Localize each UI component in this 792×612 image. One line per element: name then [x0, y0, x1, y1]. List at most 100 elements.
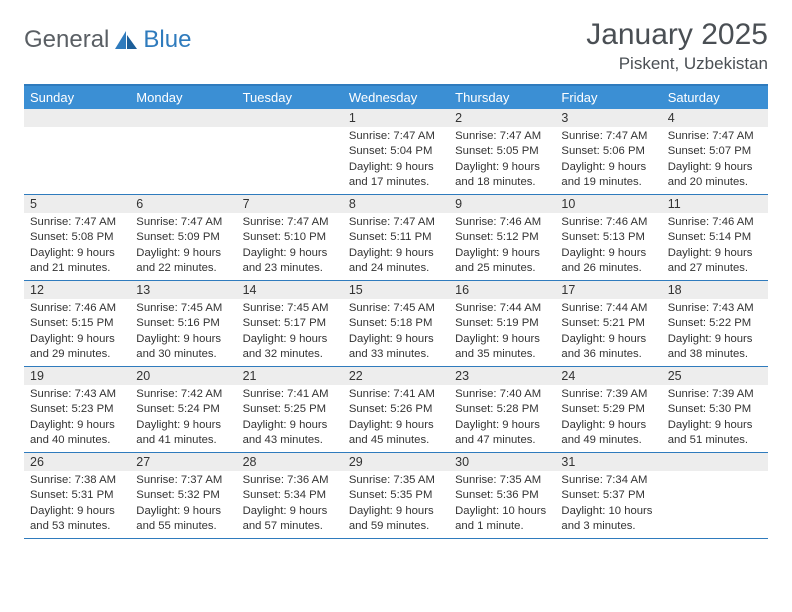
- day-info: Sunrise: 7:47 AMSunset: 5:06 PMDaylight:…: [555, 127, 661, 194]
- day-cell: 19Sunrise: 7:43 AMSunset: 5:23 PMDayligh…: [24, 367, 130, 452]
- weekday-sun: Sunday: [24, 86, 130, 109]
- day-info: Sunrise: 7:47 AMSunset: 5:07 PMDaylight:…: [662, 127, 768, 194]
- day-cell: 8Sunrise: 7:47 AMSunset: 5:11 PMDaylight…: [343, 195, 449, 280]
- title-block: January 2025 Piskent, Uzbekistan: [586, 18, 768, 74]
- day-info: Sunrise: 7:37 AMSunset: 5:32 PMDaylight:…: [130, 471, 236, 538]
- day-number: 30: [449, 453, 555, 471]
- day-cell: 24Sunrise: 7:39 AMSunset: 5:29 PMDayligh…: [555, 367, 661, 452]
- day-number: 20: [130, 367, 236, 385]
- day-info: Sunrise: 7:47 AMSunset: 5:04 PMDaylight:…: [343, 127, 449, 194]
- day-info: Sunrise: 7:35 AMSunset: 5:36 PMDaylight:…: [449, 471, 555, 538]
- day-cell: [130, 109, 236, 194]
- day-info: Sunrise: 7:40 AMSunset: 5:28 PMDaylight:…: [449, 385, 555, 452]
- weekday-fri: Friday: [555, 86, 661, 109]
- week-row: 19Sunrise: 7:43 AMSunset: 5:23 PMDayligh…: [24, 367, 768, 453]
- day-cell: 18Sunrise: 7:43 AMSunset: 5:22 PMDayligh…: [662, 281, 768, 366]
- sail-icon: [113, 29, 139, 51]
- day-number: 8: [343, 195, 449, 213]
- header: General Blue January 2025 Piskent, Uzbek…: [24, 18, 768, 74]
- day-number: 4: [662, 109, 768, 127]
- day-number: 10: [555, 195, 661, 213]
- day-cell: 30Sunrise: 7:35 AMSunset: 5:36 PMDayligh…: [449, 453, 555, 538]
- day-info: Sunrise: 7:41 AMSunset: 5:25 PMDaylight:…: [237, 385, 343, 452]
- day-number: 23: [449, 367, 555, 385]
- day-number: [237, 109, 343, 127]
- day-cell: 1Sunrise: 7:47 AMSunset: 5:04 PMDaylight…: [343, 109, 449, 194]
- day-cell: 2Sunrise: 7:47 AMSunset: 5:05 PMDaylight…: [449, 109, 555, 194]
- day-cell: 9Sunrise: 7:46 AMSunset: 5:12 PMDaylight…: [449, 195, 555, 280]
- day-number: 25: [662, 367, 768, 385]
- location-label: Piskent, Uzbekistan: [586, 54, 768, 74]
- day-number: [662, 453, 768, 471]
- day-number: 12: [24, 281, 130, 299]
- day-number: 29: [343, 453, 449, 471]
- day-cell: 13Sunrise: 7:45 AMSunset: 5:16 PMDayligh…: [130, 281, 236, 366]
- day-info: Sunrise: 7:39 AMSunset: 5:29 PMDaylight:…: [555, 385, 661, 452]
- day-info: Sunrise: 7:45 AMSunset: 5:17 PMDaylight:…: [237, 299, 343, 366]
- day-cell: 16Sunrise: 7:44 AMSunset: 5:19 PMDayligh…: [449, 281, 555, 366]
- day-cell: 12Sunrise: 7:46 AMSunset: 5:15 PMDayligh…: [24, 281, 130, 366]
- month-title: January 2025: [586, 18, 768, 52]
- day-number: 26: [24, 453, 130, 471]
- day-info: Sunrise: 7:39 AMSunset: 5:30 PMDaylight:…: [662, 385, 768, 452]
- day-number: 28: [237, 453, 343, 471]
- weekday-sat: Saturday: [662, 86, 768, 109]
- day-cell: 26Sunrise: 7:38 AMSunset: 5:31 PMDayligh…: [24, 453, 130, 538]
- day-number: 22: [343, 367, 449, 385]
- day-info: Sunrise: 7:46 AMSunset: 5:14 PMDaylight:…: [662, 213, 768, 280]
- day-cell: 20Sunrise: 7:42 AMSunset: 5:24 PMDayligh…: [130, 367, 236, 452]
- day-number: 6: [130, 195, 236, 213]
- day-number: 27: [130, 453, 236, 471]
- day-number: 11: [662, 195, 768, 213]
- day-cell: 14Sunrise: 7:45 AMSunset: 5:17 PMDayligh…: [237, 281, 343, 366]
- day-info: Sunrise: 7:47 AMSunset: 5:05 PMDaylight:…: [449, 127, 555, 194]
- day-number: 19: [24, 367, 130, 385]
- day-info: Sunrise: 7:47 AMSunset: 5:11 PMDaylight:…: [343, 213, 449, 280]
- weekday-mon: Monday: [130, 86, 236, 109]
- week-row: 5Sunrise: 7:47 AMSunset: 5:08 PMDaylight…: [24, 195, 768, 281]
- day-info: Sunrise: 7:47 AMSunset: 5:08 PMDaylight:…: [24, 213, 130, 280]
- day-cell: 31Sunrise: 7:34 AMSunset: 5:37 PMDayligh…: [555, 453, 661, 538]
- weekday-header: Sunday Monday Tuesday Wednesday Thursday…: [24, 86, 768, 109]
- day-number: 21: [237, 367, 343, 385]
- day-info: Sunrise: 7:41 AMSunset: 5:26 PMDaylight:…: [343, 385, 449, 452]
- brand-part1: General: [24, 26, 109, 54]
- day-cell: [24, 109, 130, 194]
- day-cell: 29Sunrise: 7:35 AMSunset: 5:35 PMDayligh…: [343, 453, 449, 538]
- day-info: Sunrise: 7:36 AMSunset: 5:34 PMDaylight:…: [237, 471, 343, 538]
- day-cell: 4Sunrise: 7:47 AMSunset: 5:07 PMDaylight…: [662, 109, 768, 194]
- calendar-table: Sunday Monday Tuesday Wednesday Thursday…: [24, 84, 768, 539]
- day-cell: 15Sunrise: 7:45 AMSunset: 5:18 PMDayligh…: [343, 281, 449, 366]
- calendar-page: General Blue January 2025 Piskent, Uzbek…: [0, 0, 792, 539]
- day-number: 16: [449, 281, 555, 299]
- day-info: Sunrise: 7:45 AMSunset: 5:18 PMDaylight:…: [343, 299, 449, 366]
- day-cell: 3Sunrise: 7:47 AMSunset: 5:06 PMDaylight…: [555, 109, 661, 194]
- day-cell: 21Sunrise: 7:41 AMSunset: 5:25 PMDayligh…: [237, 367, 343, 452]
- day-number: 17: [555, 281, 661, 299]
- day-number: 3: [555, 109, 661, 127]
- day-number: 2: [449, 109, 555, 127]
- day-cell: 5Sunrise: 7:47 AMSunset: 5:08 PMDaylight…: [24, 195, 130, 280]
- day-number: 1: [343, 109, 449, 127]
- brand-logo: General Blue: [24, 18, 191, 54]
- day-number: [24, 109, 130, 127]
- weekday-tue: Tuesday: [237, 86, 343, 109]
- day-info: Sunrise: 7:46 AMSunset: 5:13 PMDaylight:…: [555, 213, 661, 280]
- day-info: Sunrise: 7:45 AMSunset: 5:16 PMDaylight:…: [130, 299, 236, 366]
- day-cell: 7Sunrise: 7:47 AMSunset: 5:10 PMDaylight…: [237, 195, 343, 280]
- day-info: Sunrise: 7:43 AMSunset: 5:23 PMDaylight:…: [24, 385, 130, 452]
- day-cell: 27Sunrise: 7:37 AMSunset: 5:32 PMDayligh…: [130, 453, 236, 538]
- day-cell: 23Sunrise: 7:40 AMSunset: 5:28 PMDayligh…: [449, 367, 555, 452]
- day-cell: [662, 453, 768, 538]
- day-cell: 28Sunrise: 7:36 AMSunset: 5:34 PMDayligh…: [237, 453, 343, 538]
- day-info: Sunrise: 7:44 AMSunset: 5:19 PMDaylight:…: [449, 299, 555, 366]
- day-number: 5: [24, 195, 130, 213]
- weekday-thu: Thursday: [449, 86, 555, 109]
- day-info: Sunrise: 7:46 AMSunset: 5:15 PMDaylight:…: [24, 299, 130, 366]
- day-cell: [237, 109, 343, 194]
- week-row: 1Sunrise: 7:47 AMSunset: 5:04 PMDaylight…: [24, 109, 768, 195]
- day-info: Sunrise: 7:42 AMSunset: 5:24 PMDaylight:…: [130, 385, 236, 452]
- day-number: 15: [343, 281, 449, 299]
- day-number: 24: [555, 367, 661, 385]
- day-number: 9: [449, 195, 555, 213]
